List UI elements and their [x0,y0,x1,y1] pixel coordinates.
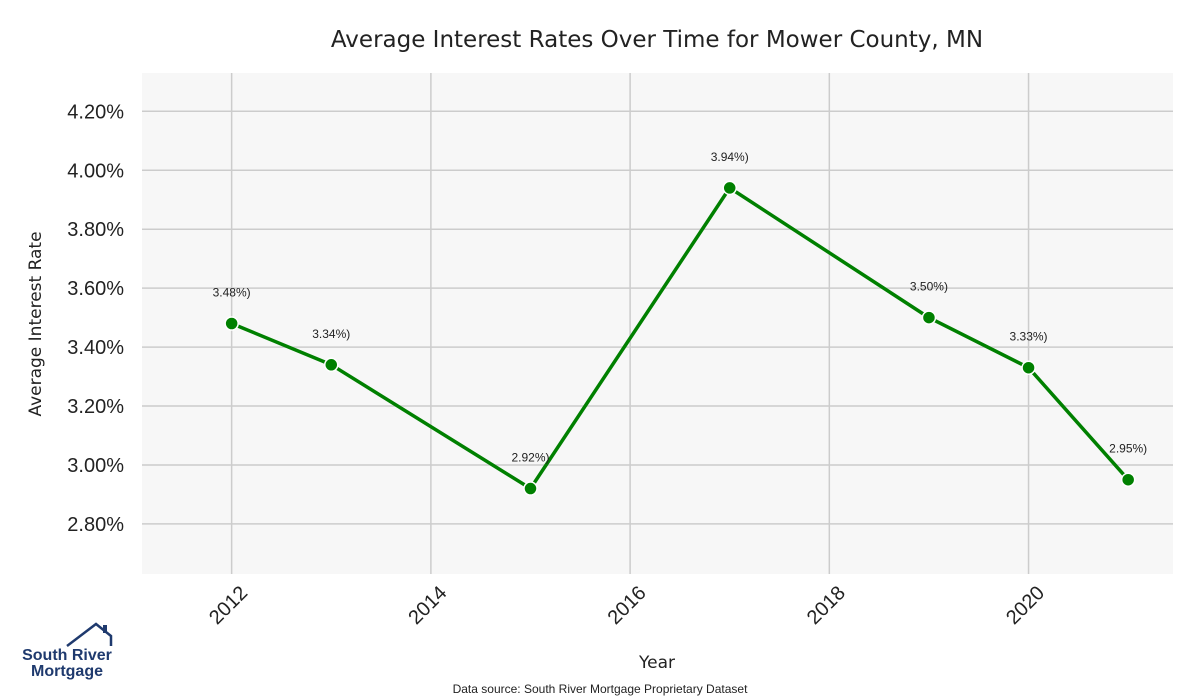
data-label: 3.33%) [1010,330,1048,344]
x-axis-title: Year [638,653,675,673]
data-label: 3.50%) [910,280,948,294]
data-labels: 3.48%) 3.34%) 2.92%) 3.94%) 3.50%) 3.33%) 2.95… [213,150,1148,465]
y-axis-title: Average Interest Rate [26,231,46,416]
data-point [1021,360,1036,375]
y-tick-label: 4.00% [67,160,124,182]
south-river-mortgage-logo: South River Mortgage [22,622,113,680]
y-tick-label: 3.40% [67,337,124,359]
x-tick-label: 2020 [1002,582,1049,629]
source-note: Data source: South River Mortgage Propri… [453,682,748,696]
data-label: 3.48%) [213,286,251,300]
y-tick-label: 3.80% [67,219,124,241]
y-tick-label: 3.00% [67,455,124,477]
grid-lines [142,73,1173,574]
data-label: 2.95%) [1109,442,1147,456]
data-label: 3.34%) [312,327,350,341]
house-chimney-icon [103,625,107,633]
x-tick-label: 2016 [604,582,651,629]
x-tick-label: 2018 [803,582,850,629]
data-point [523,481,538,496]
data-label: 3.94%) [711,150,749,164]
chart-title: Average Interest Rates Over Time for Mow… [331,27,983,53]
x-axis-ticks: 2012 2014 2016 2018 2020 [205,582,1049,629]
data-point [324,357,339,373]
y-tick-label: 3.20% [67,396,124,418]
data-point [224,316,239,331]
logo-text-line1: South River [22,647,112,664]
plot-area [142,73,1173,574]
y-tick-label: 4.20% [67,101,124,123]
data-label: 2.92%) [511,451,549,465]
data-point [1120,472,1136,487]
y-tick-label: 3.60% [67,278,124,300]
data-point [722,180,737,196]
y-tick-label: 2.80% [67,514,124,536]
data-point [921,310,937,325]
x-tick-label: 2012 [205,582,252,629]
y-axis-ticks: 2.80% 3.00% 3.20% 3.40% 3.60% 3.80% 4.00% 4.20% [67,101,124,536]
logo-text-line2: Mortgage [31,663,103,680]
data-points [224,180,1136,496]
x-tick-label: 2014 [404,582,451,629]
